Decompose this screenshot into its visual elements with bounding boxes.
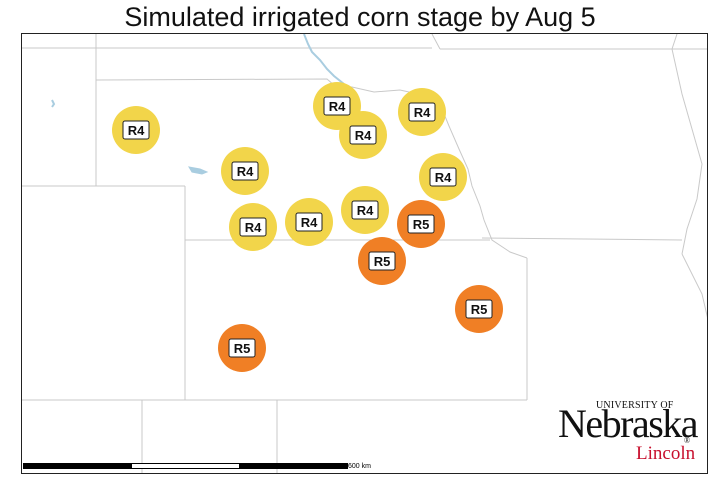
site-marker-r4: R4 [398, 88, 446, 136]
map-title: Simulated irrigated corn stage by Aug 5 [124, 2, 596, 32]
stage-label-box [231, 161, 259, 181]
scale-bar-segment [24, 464, 132, 468]
site-markers: R4 R4 R4 R4 R4 R4 R4 R4 R4 R5 R5 R5 R5 [112, 82, 503, 372]
stage-label: R4 [414, 105, 431, 120]
state-border [431, 34, 441, 50]
logo-nebraska: Nebraska [558, 401, 699, 446]
state-border [439, 103, 528, 259]
site-marker-r4: R4 [112, 106, 160, 154]
stage-label-box [465, 299, 493, 319]
stage-label: R4 [435, 170, 452, 185]
stage-label-box [368, 251, 396, 271]
stage-label: R4 [355, 128, 372, 143]
stage-label-box [351, 200, 379, 220]
stage-label-box [407, 214, 435, 234]
water-features [51, 34, 345, 175]
lake [188, 166, 209, 175]
stage-label-box [239, 217, 267, 237]
site-marker-r5: R5 [358, 237, 406, 285]
scale-bar-label: 600 km [348, 463, 371, 470]
state-border [481, 237, 683, 241]
stage-label-box [429, 167, 457, 187]
stage-label: R5 [234, 341, 251, 356]
stage-label-box [122, 120, 150, 140]
site-marker-r4: R4 [419, 153, 467, 201]
stage-label-box [295, 212, 323, 232]
stage-label: R4 [301, 215, 318, 230]
logo-registered-mark: ® [684, 436, 691, 445]
stage-label: R4 [128, 123, 145, 138]
stage-label: R4 [237, 164, 254, 179]
stage-label: R5 [374, 254, 391, 269]
stage-label-box [323, 96, 351, 116]
site-marker-r5: R5 [397, 200, 445, 248]
site-marker-r4: R4 [229, 203, 277, 251]
stage-label-box [228, 338, 256, 358]
logo-university-of: UNIVERSITY OF [596, 400, 674, 411]
lake [51, 99, 56, 108]
state-border [671, 34, 678, 50]
map-frame: R4 R4 R4 R4 R4 R4 R4 R4 R4 R5 R5 R5 R5 [21, 33, 708, 474]
site-marker-r4: R4 [285, 198, 333, 246]
stage-label-box [408, 102, 436, 122]
state-border [681, 253, 707, 318]
site-marker-r4: R4 [341, 186, 389, 234]
site-marker-r4: R4 [339, 111, 387, 159]
map-canvas: R4 R4 R4 R4 R4 R4 R4 R4 R4 R5 R5 R5 R5 [22, 34, 707, 473]
unl-logo: UNIVERSITY OF Nebraska ® Lincoln [556, 396, 699, 468]
logo-lincoln: Lincoln [636, 443, 696, 464]
scale-bar-segment [131, 464, 240, 468]
stage-label: R4 [245, 220, 262, 235]
site-marker-r5: R5 [455, 285, 503, 333]
stage-label: R5 [413, 217, 430, 232]
stage-label: R4 [329, 99, 346, 114]
scale-bar-segment [239, 464, 348, 468]
site-marker-r4: R4 [221, 147, 269, 195]
stage-label: R4 [357, 203, 374, 218]
stage-label: R5 [471, 302, 488, 317]
state-border [671, 48, 703, 255]
river [303, 34, 345, 85]
scale-bar [23, 463, 348, 469]
stage-label-box [349, 125, 377, 145]
state-border [95, 78, 441, 105]
site-marker-r5: R5 [218, 324, 266, 372]
